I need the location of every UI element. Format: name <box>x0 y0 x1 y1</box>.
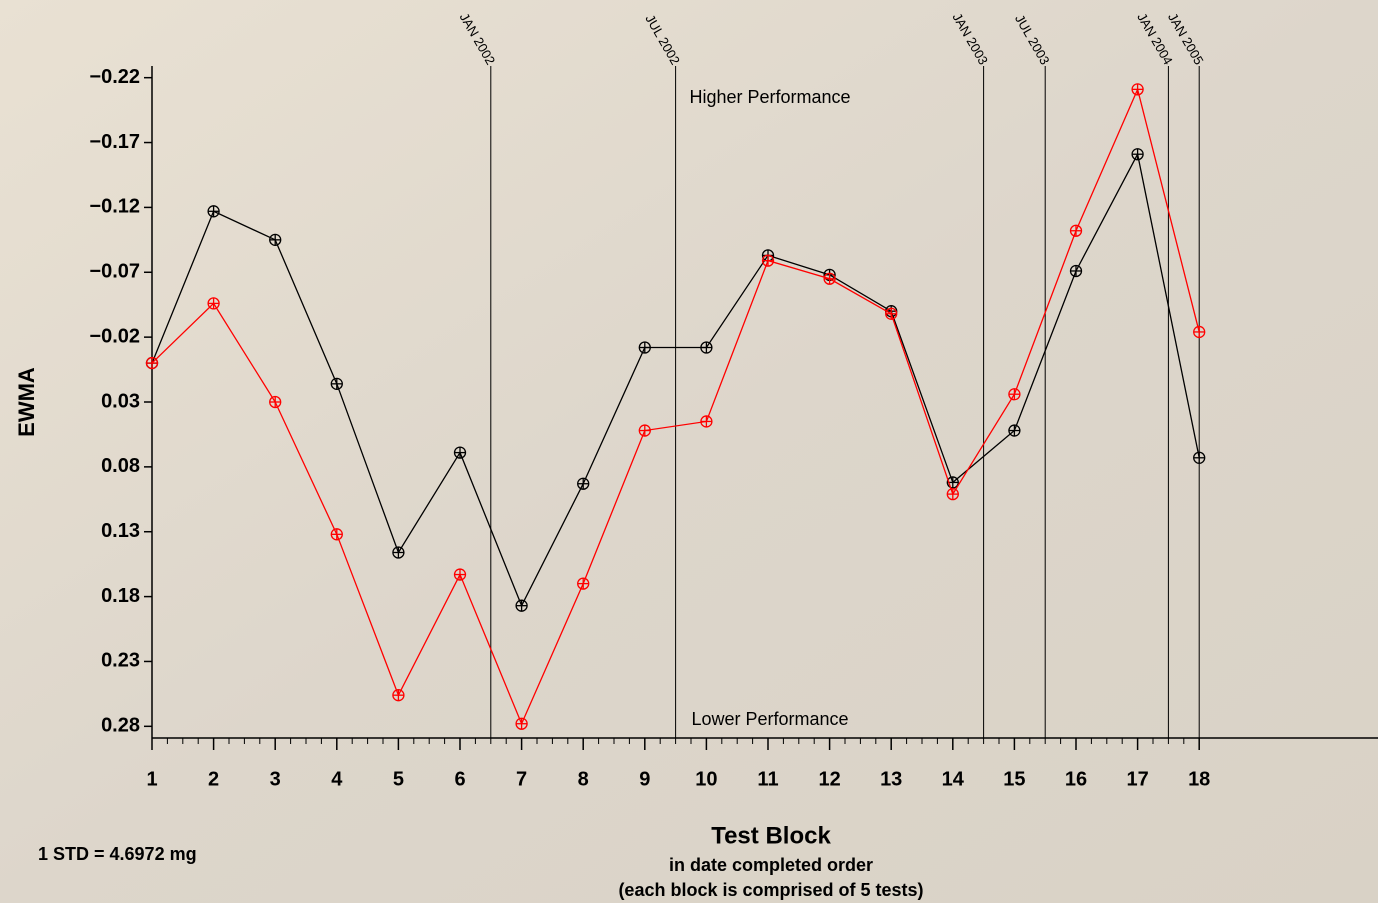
x-tick-label: 10 <box>695 768 717 790</box>
marker <box>207 205 220 218</box>
y-tick-label: −0.12 <box>89 196 140 218</box>
y-tick-label: 0.23 <box>101 650 140 672</box>
x-tick-label: 11 <box>757 768 778 790</box>
y-tick-label: −0.17 <box>89 131 140 153</box>
marker <box>269 395 282 409</box>
marker <box>638 424 651 437</box>
x-axis-title: Test Block <box>711 822 831 849</box>
marker <box>392 689 405 702</box>
x-tick-label: 14 <box>942 768 965 790</box>
marker <box>946 487 959 501</box>
y-tick-label: 0.08 <box>101 455 140 477</box>
marker <box>269 233 282 246</box>
marker <box>1008 388 1021 401</box>
series-line <box>151 152 1200 608</box>
y-tick-label: −0.07 <box>89 261 140 283</box>
marker <box>515 717 528 730</box>
bottom-annotation: Lower Performance <box>691 709 848 729</box>
marker <box>700 415 713 428</box>
x-tick-label: 1 <box>146 768 157 790</box>
x-tick-label: 4 <box>331 768 343 790</box>
marker <box>577 577 590 590</box>
y-tick-label: 0.13 <box>101 520 140 542</box>
marker <box>1008 424 1021 437</box>
x-tick-label: 7 <box>516 768 527 790</box>
x-tick-label: 3 <box>270 768 281 790</box>
marker <box>700 341 713 354</box>
marker <box>207 297 220 310</box>
y-tick-label: 0.03 <box>101 390 140 412</box>
y-tick-label: −0.02 <box>89 325 140 347</box>
series-line <box>151 87 1200 726</box>
x-tick-label: 18 <box>1188 768 1210 790</box>
marker <box>1193 325 1206 339</box>
marker <box>330 377 343 390</box>
y-tick-label: 0.18 <box>101 585 140 607</box>
marker <box>1131 148 1144 161</box>
x-tick-label: 2 <box>208 768 219 790</box>
marker <box>392 546 405 559</box>
marker <box>638 341 651 354</box>
note: 1 STD = 4.6972 mg <box>38 844 197 864</box>
y-tick-label: 0.28 <box>101 715 140 737</box>
x-tick-label: 17 <box>1126 768 1148 790</box>
x-axis-subtitle: in date completed order <box>669 855 873 875</box>
marker <box>330 528 343 541</box>
marker <box>885 307 898 320</box>
marker <box>823 272 836 285</box>
x-tick-label: 6 <box>454 768 465 790</box>
marker <box>946 476 959 489</box>
x-tick-label: 8 <box>578 768 589 790</box>
marker <box>1069 224 1083 237</box>
x-tick-label: 12 <box>818 768 840 790</box>
x-tick-label: 5 <box>393 768 404 790</box>
marker <box>577 477 590 490</box>
marker <box>453 446 467 459</box>
x-tick-label: 13 <box>880 768 902 790</box>
x-axis-subtitle: (each block is comprised of 5 tests) <box>618 880 923 900</box>
x-tick-label: 16 <box>1065 768 1087 790</box>
marker <box>761 254 775 267</box>
marker <box>1193 451 1206 464</box>
top-annotation: Higher Performance <box>689 87 850 107</box>
marker <box>145 356 159 370</box>
y-tick-label: −0.22 <box>89 66 140 88</box>
marker <box>1069 264 1083 278</box>
marker <box>453 568 467 581</box>
y-axis-title: EWMA <box>14 367 39 437</box>
x-tick-label: 9 <box>639 768 650 790</box>
marker <box>515 599 528 612</box>
marker <box>1131 83 1144 96</box>
x-tick-label: 15 <box>1003 768 1025 790</box>
